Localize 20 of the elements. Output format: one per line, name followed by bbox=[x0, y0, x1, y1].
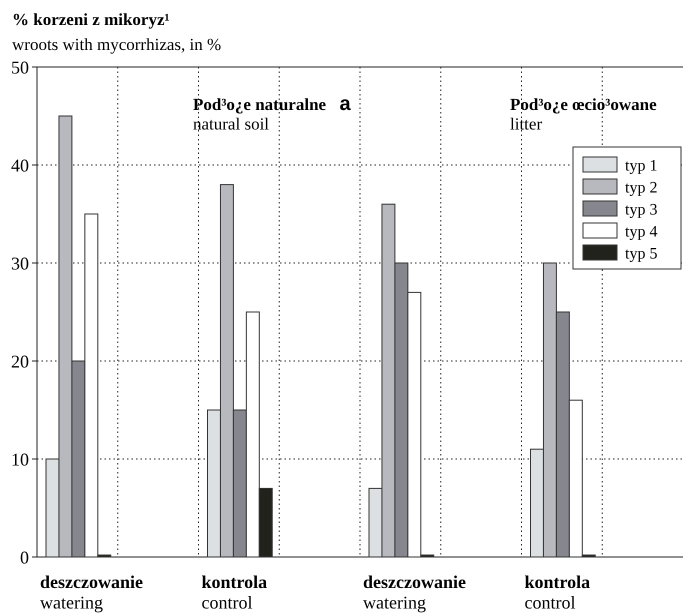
annotation: Pod³o¿e œcio³owane litter bbox=[510, 95, 658, 134]
y-tick-label: 30 bbox=[11, 253, 29, 274]
legend-label: typ 3 bbox=[625, 202, 658, 219]
y-tick-label: 50 bbox=[11, 57, 29, 78]
y-tick-label: 0 bbox=[20, 547, 29, 568]
legend-label: typ 4 bbox=[625, 224, 658, 241]
y-tick-label: 40 bbox=[11, 155, 29, 176]
annotation: a bbox=[339, 93, 352, 115]
legend-label: typ 2 bbox=[625, 180, 658, 197]
chart-title: % korzeni z mikoryz¹ bbox=[12, 10, 170, 29]
x-tick-label: kontrola control bbox=[524, 572, 590, 613]
y-tick-label: 20 bbox=[11, 351, 29, 372]
chart-subtitle: wroots with mycorrhizas, in % bbox=[12, 35, 222, 54]
legend-label: typ 1 bbox=[625, 158, 658, 175]
legend-label: typ 5 bbox=[625, 246, 658, 263]
x-tick-label: deszczowanie watering bbox=[363, 572, 466, 613]
annotation: Pod³o¿e naturalne natural soil bbox=[193, 95, 327, 134]
y-tick-label: 10 bbox=[11, 449, 29, 470]
x-tick-label: deszczowanie watering bbox=[40, 572, 143, 613]
x-tick-label: kontrola control bbox=[202, 572, 268, 613]
